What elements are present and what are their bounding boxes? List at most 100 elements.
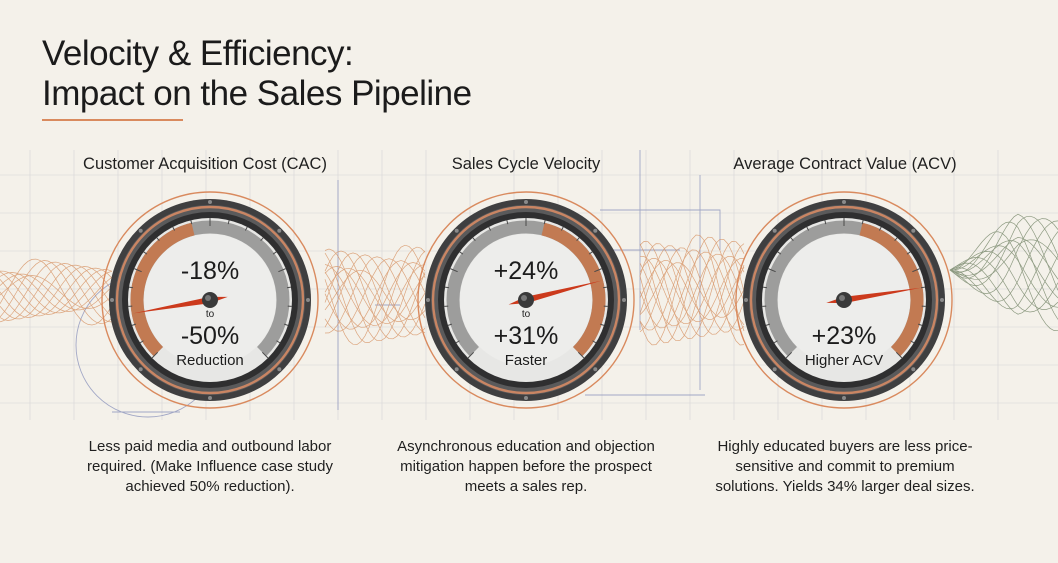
cac-description: Less paid media and outbound labor requi… (87, 438, 333, 495)
gauge-tick (894, 237, 898, 242)
gauge-tick (768, 268, 776, 273)
gauge-tick (588, 251, 593, 255)
wave-bundle (949, 213, 1058, 332)
velocity-caption: Faster (504, 352, 548, 369)
gauge-tick (284, 323, 289, 326)
gauge-tick (244, 226, 248, 231)
gauge-tick (790, 237, 794, 242)
gauge-tick (261, 351, 269, 359)
gauge-tick (172, 226, 176, 231)
gauge-tick (912, 268, 920, 273)
gauge-tick (777, 251, 782, 255)
cac-gauge-dial (101, 191, 319, 409)
bezel-screw (842, 396, 846, 400)
bezel-screw (842, 200, 846, 204)
gauge-tick (895, 351, 903, 359)
gauge-hub-shine (839, 295, 845, 301)
bezel-screw (138, 367, 143, 372)
gauge-copper-ring (115, 205, 305, 395)
bezel-screw (593, 367, 598, 372)
gauge-tick (824, 220, 827, 225)
bezel-screw (622, 298, 626, 302)
gauge-tick (906, 251, 911, 255)
gauge-highlight-band (541, 222, 606, 357)
gauge-highlight-band (130, 222, 195, 357)
gauge-tick (272, 251, 277, 255)
gauge-tick (459, 251, 464, 255)
velocity-value-top: +24% (493, 257, 559, 285)
gauge-tick (577, 351, 585, 359)
acv-title: Average Contract Value (ACV) (733, 155, 957, 173)
gauge-tick (506, 220, 509, 225)
gauge-tick (785, 351, 793, 359)
bezel-screw (110, 298, 114, 302)
gauge-tick (773, 340, 778, 344)
gauge-hub-shine (521, 295, 527, 301)
gauge-tick (765, 323, 770, 326)
gauge-tick (592, 340, 597, 344)
acv-gauge: +23% Higher ACV (735, 191, 953, 409)
velocity-gauge: +24% to +31% Faster (417, 191, 635, 409)
gauge-tick (276, 340, 281, 344)
velocity-gauge-dial (417, 191, 635, 409)
gauge-tick (131, 323, 136, 326)
bezel-screw (524, 396, 528, 400)
bezel-screw (911, 367, 916, 372)
gauge-tick (594, 268, 602, 273)
gauge-tick (190, 220, 193, 225)
gauge-tick (920, 286, 926, 289)
gauge-tick (227, 220, 230, 225)
gauge-tick (861, 220, 864, 225)
gauge-tick (910, 340, 915, 344)
bezel-screw (208, 200, 212, 204)
bezel-screw (454, 367, 459, 372)
cac-joiner: to (205, 309, 215, 320)
gauge-outer-ring (101, 191, 319, 409)
title-line-1: Velocity & Efficiency: (42, 34, 354, 73)
gauge-highlight-band (859, 222, 924, 357)
gauge-tick (143, 251, 148, 255)
gauge-tick (151, 351, 159, 359)
bezel-screw (454, 228, 459, 233)
bezel-screw (277, 228, 282, 233)
gauge-tick (455, 340, 460, 344)
acv-caption: Higher ACV (804, 352, 884, 369)
gauge-tick (156, 237, 160, 242)
gauge-tick (878, 226, 882, 231)
gauge-tick (447, 323, 452, 326)
bezel-screw (940, 298, 944, 302)
gauge-tick (806, 226, 810, 231)
gauge-tick (260, 237, 264, 242)
acv-value-bottom: +23% (811, 322, 877, 350)
cac-gauge: -18% to -50% Reduction (101, 191, 319, 409)
bezel-screw (772, 367, 777, 372)
velocity-title: Sales Cycle Velocity (451, 155, 601, 173)
gauge-outer-ring (735, 191, 953, 409)
gauge-tick (543, 220, 546, 225)
gauge-tick (278, 268, 286, 273)
velocity-joiner: to (521, 309, 531, 320)
bezel-screw (277, 367, 282, 372)
gauge-tick (576, 237, 580, 242)
velocity-value-bottom: +31% (493, 322, 559, 350)
bezel-screw (911, 228, 916, 233)
gauge-tick (918, 323, 923, 326)
cac-caption: Reduction (176, 352, 244, 369)
bezel-screw (306, 298, 310, 302)
bezel-screw (138, 228, 143, 233)
gauge-tick (134, 268, 142, 273)
wave-bundle (0, 258, 113, 326)
bezel-screw (524, 200, 528, 204)
velocity-description: Asynchronous education and objection mit… (397, 438, 655, 495)
gauge-tick (286, 286, 292, 289)
bezel-screw (744, 298, 748, 302)
gauge-tick (450, 268, 458, 273)
wave-bundle (639, 234, 745, 346)
wave-bundle (324, 244, 426, 345)
gauge-tick (472, 237, 476, 242)
gauge-tick (560, 226, 564, 231)
gauge-tick (467, 351, 475, 359)
bezel-screw (772, 228, 777, 233)
cac-value-top: -18% (180, 257, 240, 285)
gauge-hub-shine (205, 295, 211, 301)
